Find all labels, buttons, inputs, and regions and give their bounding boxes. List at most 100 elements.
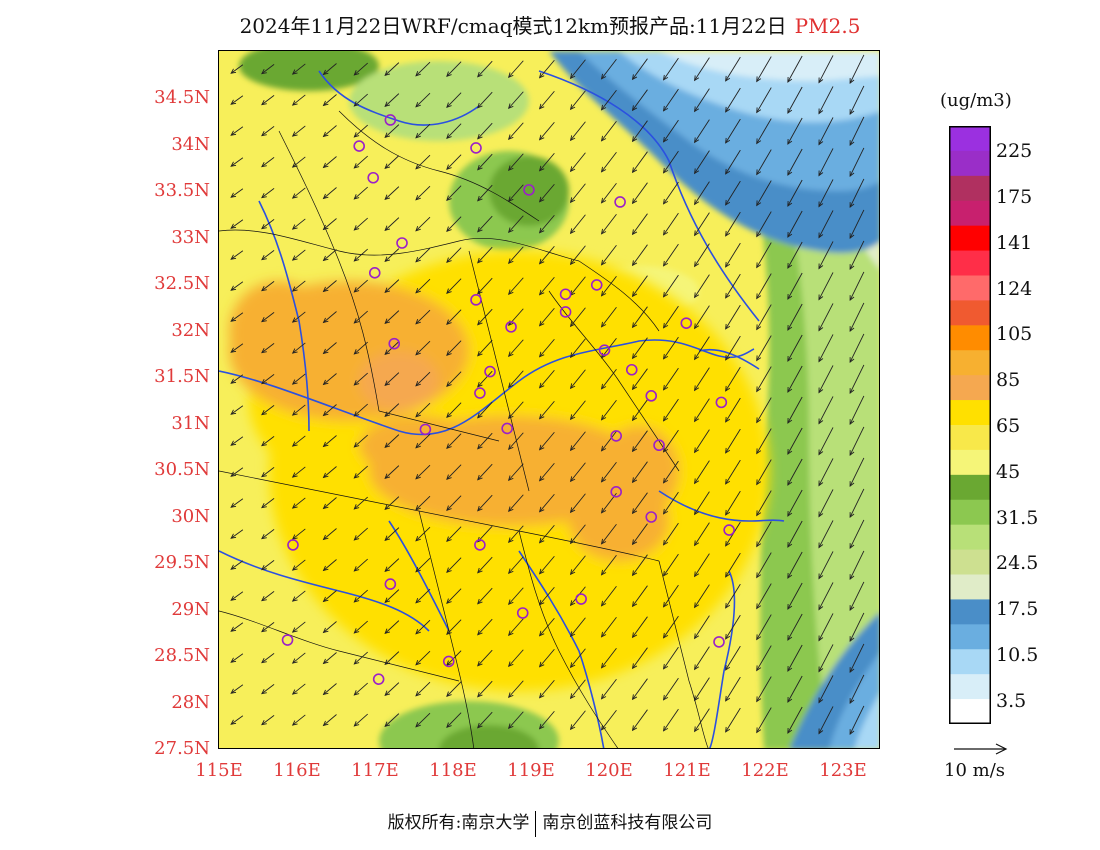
wind-arrow [849, 674, 865, 705]
colorbar-label: 17.5 [996, 598, 1039, 620]
wind-arrow [291, 652, 306, 664]
wind-arrow [569, 555, 586, 576]
station-marker [680, 317, 693, 329]
wind-arrow [353, 310, 368, 324]
wind-arrow [662, 677, 679, 701]
station-marker [610, 486, 623, 498]
wind-arrow [818, 396, 834, 425]
wind-arrow [291, 497, 306, 509]
wind-arrow [849, 54, 865, 85]
wind-arrow [694, 274, 710, 299]
wind-arrow [261, 684, 275, 695]
wind-arrow [569, 710, 586, 731]
wind-arrow [662, 708, 679, 732]
wind-arrow [230, 622, 244, 632]
colorbar-segment [949, 225, 991, 252]
wind-arrow [818, 272, 834, 301]
wind-arrow [725, 366, 741, 392]
wind-arrow [322, 652, 337, 665]
wind-arrow [507, 277, 524, 296]
wind-arrow [694, 367, 710, 392]
wind-arrow [818, 365, 834, 394]
wind-arrow [694, 181, 710, 206]
wind-arrow [446, 464, 462, 481]
wind-arrow [569, 462, 586, 483]
wind-arrow [756, 273, 772, 300]
wind-arrow [756, 118, 772, 145]
station-marker [715, 396, 728, 409]
wind-arrow [787, 675, 803, 703]
station-marker [516, 607, 529, 619]
wind-arrow [818, 303, 834, 332]
station-marker [505, 321, 517, 333]
wind-arrow [230, 591, 244, 601]
station-marker [559, 306, 572, 318]
y-tick-label: 34.5N [154, 87, 210, 108]
wind-arrow [694, 708, 710, 733]
coastline-rivers [219, 70, 785, 748]
wind-arrow [446, 402, 462, 419]
wind-arrow [849, 333, 865, 364]
wind-arrow [756, 397, 772, 424]
colorbar-segment [949, 175, 991, 202]
wind-arrow [538, 90, 555, 110]
wind-arrow [662, 398, 679, 422]
wind-arrow [415, 371, 431, 387]
wind-arrow [756, 614, 772, 641]
wind-arrow [230, 219, 244, 229]
station-marker [713, 636, 725, 648]
wind-arrow [261, 374, 275, 385]
wind-arrow [538, 121, 555, 141]
wind-arrow [818, 427, 834, 456]
wind-arrow [261, 653, 275, 664]
wind-arrow [415, 123, 431, 139]
wind-arrow [818, 117, 834, 146]
wind-arrow [322, 311, 337, 324]
wind-arrow [230, 436, 244, 446]
wind-arrow [849, 488, 865, 519]
wind-arrow [849, 395, 865, 426]
wind-arrow [600, 678, 617, 700]
wind-arrow [477, 432, 493, 450]
wind-arrow [662, 336, 679, 360]
colorbar-label: 31.5 [996, 507, 1039, 529]
wind-arrow [261, 529, 275, 540]
wind-arrow [507, 556, 524, 575]
wind-arrow [662, 212, 679, 236]
wind-arrow [291, 528, 306, 540]
wind-arrow [569, 245, 586, 266]
wind-arrow [787, 427, 803, 455]
wind-arrow [538, 431, 555, 451]
wind-arrow [415, 185, 431, 201]
wind-arrow [261, 498, 275, 509]
colorbar-segment [949, 624, 991, 650]
wind-arrow [230, 529, 244, 539]
wind-arrow [631, 492, 648, 515]
wind-arrow [415, 278, 431, 294]
wind-arrow [787, 303, 803, 331]
wind-arrow [291, 311, 306, 323]
wind-arrow [787, 210, 803, 238]
wind-arrow [694, 119, 710, 144]
wind-arrow [291, 466, 306, 478]
wind-arrow [569, 152, 586, 173]
wind-arrow [600, 306, 617, 328]
station-marker [470, 294, 482, 306]
wind-arrow [725, 149, 741, 175]
wind-arrow [787, 148, 803, 176]
wind-arrow [569, 90, 586, 111]
wind-arrow [322, 559, 337, 572]
wind-arrow [818, 458, 834, 487]
wind-arrow [384, 558, 400, 573]
wind-arrow [261, 219, 275, 230]
wind-arrow [569, 183, 586, 204]
colorbar-label: 225 [996, 140, 1033, 162]
station-marker [610, 430, 623, 442]
y-tick-label: 33.5N [154, 180, 210, 201]
wind-arrow [322, 497, 337, 510]
wind-arrow [787, 334, 803, 362]
wind-arrow [694, 150, 710, 175]
wind-arrow [507, 60, 524, 79]
wind-arrow [662, 460, 679, 484]
wind-arrow [353, 372, 368, 386]
